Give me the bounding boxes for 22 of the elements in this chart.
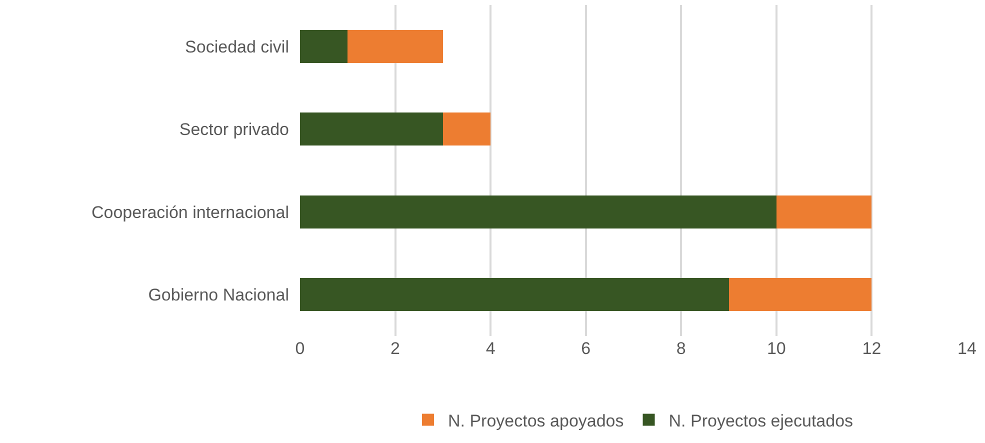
- y-tick-label: Sector privado: [179, 120, 289, 140]
- x-tick-label: 10: [766, 339, 786, 358]
- x-tick-label: 0: [295, 339, 305, 358]
- x-tick-label: 6: [581, 339, 591, 358]
- x-tick-label: 14: [958, 339, 976, 358]
- bar: [300, 112, 443, 146]
- x-tick-label: 12: [862, 339, 882, 358]
- x-tick-label: 4: [486, 339, 496, 358]
- bar: [300, 195, 776, 228]
- legend-label: N. Proyectos ejecutados: [668, 411, 854, 430]
- y-tick-label: Gobierno Nacional: [148, 286, 289, 305]
- bar: [442, 112, 491, 146]
- x-tick-label: 8: [676, 339, 686, 358]
- y-tick-label: Cooperación internacional: [91, 202, 289, 222]
- bar: [728, 278, 872, 312]
- bar: [300, 278, 729, 312]
- bar: [300, 30, 348, 63]
- legend-label: N. Proyectos apoyados: [448, 411, 624, 430]
- bar: [776, 195, 872, 228]
- y-tick-label: Sociedad civil: [185, 37, 289, 56]
- x-tick-label: 2: [390, 339, 400, 358]
- bar: [348, 30, 443, 63]
